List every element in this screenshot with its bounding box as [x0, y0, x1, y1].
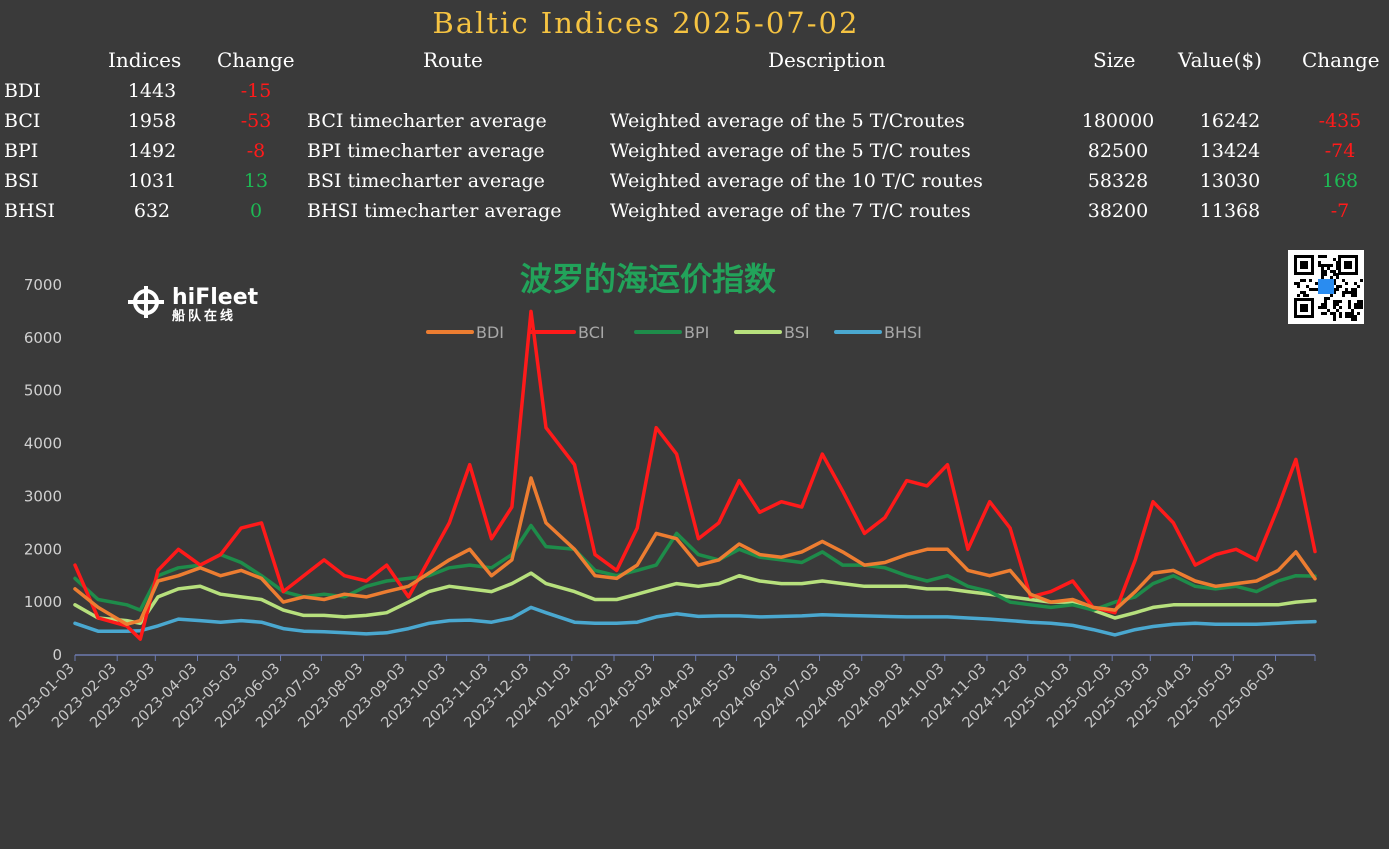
x-tick-label: 2025-05-03	[1165, 661, 1236, 732]
hifleet-logo-icon	[128, 286, 164, 318]
x-tick-label: 2023-03-03	[87, 661, 158, 732]
x-tick-label: 2023-12-03	[462, 661, 533, 732]
row-value-change: -74	[1324, 140, 1356, 162]
row-change: 0	[249, 200, 263, 222]
logo-sub: 船队在线	[172, 308, 236, 324]
legend-label-bci: BCI	[578, 323, 605, 342]
x-tick-label: 2024-01-03	[504, 661, 575, 732]
x-tick-label: 2025-06-03	[1207, 661, 1278, 732]
row-description: Weighted average of the 5 T/Croutes	[610, 110, 965, 132]
row-change: -8	[246, 140, 266, 162]
x-tick-label: 2024-06-03	[711, 661, 782, 732]
row-index: 1958	[127, 110, 177, 132]
row-size: 180000	[1081, 110, 1155, 132]
x-tick-label: 2024-09-03	[836, 661, 907, 732]
row-description: Weighted average of the 5 T/C routes	[610, 140, 971, 162]
table-header-2: Change	[217, 48, 295, 72]
x-tick-label: 2024-05-03	[668, 661, 739, 732]
row-name: BSI	[4, 170, 39, 192]
x-tick-label: 2024-11-03	[919, 661, 990, 732]
row-value: 13424	[1199, 140, 1261, 162]
row-index: 1031	[127, 170, 177, 192]
x-tick-label: 2023-04-03	[129, 661, 200, 732]
legend-label-bpi: BPI	[684, 323, 709, 342]
row-value: 11368	[1199, 200, 1261, 222]
x-tick-label: 2024-04-03	[628, 661, 699, 732]
x-tick-label: 2024-12-03	[960, 661, 1031, 732]
y-tick-label: 5000	[24, 382, 62, 400]
row-name: BPI	[4, 140, 39, 162]
legend-label-bdi: BDI	[476, 323, 504, 342]
x-tick-label: 2023-01-03	[7, 661, 78, 732]
x-tick-label: 2023-05-03	[170, 661, 241, 732]
x-tick-label: 2023-11-03	[421, 661, 492, 732]
row-name: BHSI	[4, 200, 56, 222]
row-name: BDI	[4, 80, 41, 102]
row-change: 13	[243, 170, 269, 192]
series-line-bsi	[73, 571, 1317, 626]
row-name: BCI	[4, 110, 41, 132]
x-tick-label: 2023-09-03	[338, 661, 409, 732]
x-tick-label: 2023-08-03	[295, 661, 366, 732]
y-tick-label: 4000	[24, 435, 62, 453]
row-index: 1443	[127, 80, 177, 102]
legend-label-bhsi: BHSI	[884, 323, 922, 342]
x-tick-label: 2024-10-03	[877, 661, 948, 732]
y-tick-label: 7000	[24, 276, 62, 294]
series-line-bhsi	[73, 605, 1317, 637]
qr-code-icon[interactable]	[1288, 250, 1364, 324]
row-value-change: 168	[1321, 170, 1359, 192]
x-tick-label: 2024-02-03	[546, 661, 617, 732]
row-change: -53	[240, 110, 272, 132]
x-tick-label: 2023-07-03	[253, 661, 324, 732]
x-tick-label: 2025-04-03	[1124, 661, 1195, 732]
y-tick-label: 2000	[24, 540, 62, 558]
row-description: Weighted average of the 7 T/C routes	[610, 200, 971, 222]
y-tick-label: 0	[52, 646, 62, 664]
table-header-5: Size	[1093, 48, 1136, 72]
y-tick-label: 6000	[24, 329, 62, 347]
row-change: -15	[240, 80, 272, 102]
row-route: BPI timecharter average	[307, 140, 545, 162]
row-description: Weighted average of the 10 T/C routes	[610, 170, 983, 192]
row-value: 16242	[1199, 110, 1261, 132]
table-header-3: Route	[423, 48, 483, 72]
series-line-bdi	[73, 476, 1317, 627]
x-tick-label: 2024-07-03	[751, 661, 822, 732]
table-header-7: Change	[1302, 48, 1380, 72]
logo-brand: hiFleet	[172, 285, 259, 310]
x-tick-label: 2025-02-03	[1044, 661, 1115, 732]
x-tick-label: 2023-10-03	[379, 661, 450, 732]
table-header-4: Description	[768, 48, 886, 72]
row-route: BSI timecharter average	[307, 170, 545, 192]
table-header-1: Indices	[108, 48, 182, 72]
row-size: 82500	[1087, 140, 1149, 162]
x-tick-label: 2025-03-03	[1082, 661, 1153, 732]
chart-title: 波罗的海运价指数	[520, 260, 777, 298]
series-line-bci	[73, 309, 1317, 641]
page-title: Baltic Indices 2025-07-02	[432, 6, 860, 40]
x-tick-label: 2023-06-03	[212, 661, 283, 732]
legend-label-bsi: BSI	[784, 323, 810, 342]
x-tick-label: 2024-08-03	[794, 661, 865, 732]
hifleet-logo: hiFleet 船队在线	[126, 282, 266, 328]
table-header-6: Value($)	[1178, 48, 1262, 72]
y-tick-label: 3000	[24, 487, 62, 505]
row-size: 38200	[1087, 200, 1149, 222]
row-route: BHSI timecharter average	[307, 200, 562, 222]
x-tick-label: 2023-02-03	[49, 661, 120, 732]
row-index: 632	[133, 200, 171, 222]
row-size: 58328	[1087, 170, 1149, 192]
row-route: BCI timecharter average	[307, 110, 547, 132]
row-value-change: -7	[1330, 200, 1350, 222]
row-index: 1492	[127, 140, 177, 162]
row-value-change: -435	[1318, 110, 1362, 132]
series-line-bpi	[73, 523, 1317, 612]
x-tick-label: 2024-03-03	[585, 661, 656, 732]
x-tick-label: 2025-01-03	[1002, 661, 1073, 732]
y-tick-label: 1000	[24, 593, 62, 611]
row-value: 13030	[1199, 170, 1261, 192]
